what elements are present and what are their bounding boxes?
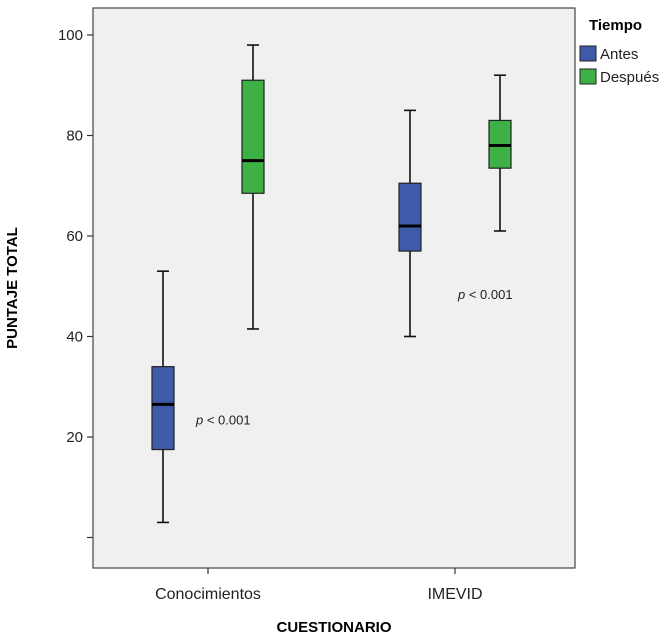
box-iqr xyxy=(398,182,422,252)
plot-area xyxy=(92,7,576,569)
p-symbol: p xyxy=(457,287,465,302)
legend: Tiempo Antes Después xyxy=(579,17,659,86)
legend-label-despues: Después xyxy=(600,69,659,86)
y-tick-label-80: 80 xyxy=(66,128,83,145)
p-value-annotation-0: p < 0.001 xyxy=(195,412,251,427)
x-category-label-1: IMEVID xyxy=(427,586,482,603)
y-tick-label-60: 60 xyxy=(66,228,83,245)
legend-swatch-antes xyxy=(579,45,597,62)
y-tick-label-100: 100 xyxy=(58,27,83,44)
p-value: < 0.001 xyxy=(203,412,250,427)
box-antes-0 xyxy=(151,270,175,524)
p-symbol: p xyxy=(195,412,203,427)
y-axis-title: PUNTAJE TOTAL xyxy=(4,227,21,349)
y-tick-label-20: 20 xyxy=(66,429,83,446)
box-iqr xyxy=(151,366,175,451)
box-antes-1 xyxy=(398,109,422,338)
x-category-label-0: Conocimientos xyxy=(155,586,261,603)
box-después-1 xyxy=(488,74,512,232)
boxes xyxy=(151,44,512,524)
box-después-0 xyxy=(241,44,265,330)
legend-label-antes: Antes xyxy=(600,46,638,63)
y-axis: 100 80 60 40 20 xyxy=(58,27,93,539)
legend-swatch-despues xyxy=(579,68,597,85)
legend-title: Tiempo xyxy=(589,17,642,34)
y-tick-label-40: 40 xyxy=(66,329,83,346)
x-axis: Conocimientos IMEVID xyxy=(155,568,483,603)
p-value-annotation-1: p < 0.001 xyxy=(457,287,513,302)
x-axis-title: CUESTIONARIO xyxy=(276,619,391,636)
p-value: < 0.001 xyxy=(465,287,512,302)
box-iqr xyxy=(241,79,265,194)
